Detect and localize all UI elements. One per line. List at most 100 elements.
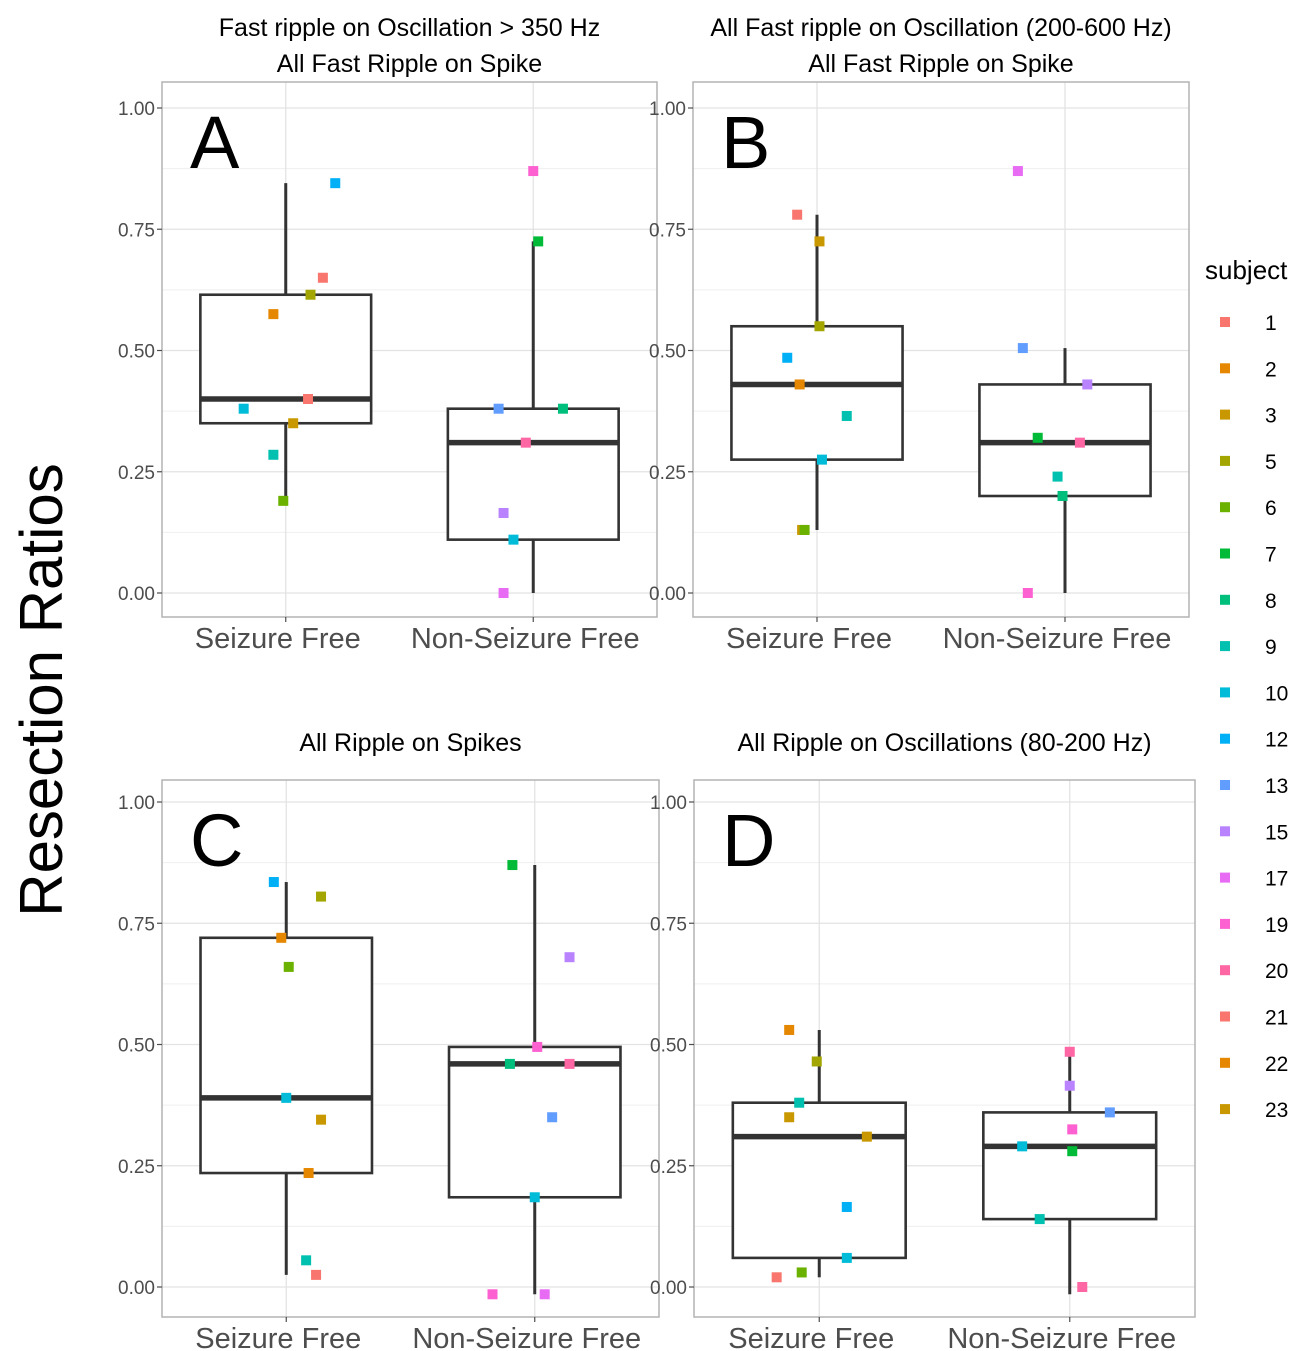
legend-label: 12 (1265, 729, 1288, 752)
legend-label: 23 (1265, 1099, 1288, 1122)
data-point (508, 534, 519, 545)
data-point (792, 209, 803, 220)
data-point (1017, 343, 1028, 354)
legend-label: 5 (1265, 451, 1277, 474)
y-tick-label: 0.50 (118, 342, 155, 363)
legend-swatch (1220, 1011, 1230, 1022)
data-point (276, 932, 287, 943)
data-point (533, 236, 544, 247)
legend-label: 21 (1265, 1007, 1288, 1030)
data-point (1012, 166, 1023, 177)
data-point (288, 418, 299, 429)
panel-letter: C (190, 799, 243, 882)
legend-swatch (1220, 1104, 1230, 1115)
x-tick-label: Seizure Free (728, 1323, 894, 1351)
x-tick-label: Seizure Free (195, 623, 361, 655)
data-point (493, 403, 504, 414)
legend-swatch (1220, 409, 1230, 420)
legend-label: 20 (1265, 960, 1288, 983)
panel-title: All Fast ripple on Oscillation (200-600 … (710, 14, 1171, 42)
data-point (796, 1267, 807, 1278)
data-point (794, 379, 805, 390)
data-point (303, 394, 314, 404)
data-point (238, 403, 249, 414)
y-axis-label: Resection Ratios (8, 463, 75, 917)
data-point (1064, 1046, 1075, 1057)
panel-title: All Fast Ripple on Spike (808, 50, 1073, 78)
data-point (1022, 588, 1033, 598)
data-point (268, 449, 279, 460)
y-tick-label: 0.00 (118, 1278, 155, 1299)
panels: 0.00 0.25 0.50 0.75 1.00 Seizure Free Non-Seiz… (118, 14, 1196, 1351)
data-point (784, 1112, 795, 1123)
data-point (305, 289, 316, 300)
data-point (268, 309, 279, 320)
legend-label: 8 (1265, 590, 1277, 613)
panel-border (692, 81, 1190, 618)
data-point (1082, 379, 1093, 390)
x-tick-label: Seizure Free (726, 623, 892, 655)
legend-swatch (1220, 965, 1230, 976)
box (447, 1045, 622, 1199)
legend-swatch (1220, 826, 1230, 837)
y-tick-label: 0.25 (118, 1157, 155, 1178)
data-point (1104, 1107, 1115, 1118)
x-tick-label: Non-Seizure Free (411, 623, 640, 655)
panel-d: 0.00 0.25 0.50 0.75 1.00 Seizure Free Non-Seiz… (650, 729, 1196, 1351)
panel-title: All Fast Ripple on Spike (277, 50, 542, 78)
legend-swatch (1220, 872, 1230, 883)
data-point (330, 178, 341, 189)
legend-swatch (1220, 502, 1230, 513)
data-point (1057, 491, 1068, 501)
data-point (1067, 1146, 1078, 1157)
data-point (283, 961, 294, 972)
panel-b: 0.00 0.25 0.50 0.75 1.00 Seizure Free Non-Seiz… (649, 14, 1190, 655)
data-point (532, 1041, 543, 1052)
data-point (539, 1289, 550, 1300)
panel-c: 0.00 0.25 0.50 0.75 1.00 Seizure Free Non-Seiz… (118, 729, 660, 1351)
legend-label: 13 (1265, 775, 1288, 798)
data-point (814, 321, 825, 332)
data-point (316, 891, 327, 902)
legend-swatch (1220, 363, 1230, 374)
panel-letter: A (190, 101, 240, 184)
y-tick-label: 0.75 (118, 914, 155, 935)
data-point (504, 1058, 515, 1069)
y-tick-label: 1.00 (650, 793, 687, 814)
data-point (316, 1114, 327, 1125)
legend-swatch (1220, 780, 1230, 790)
data-point (317, 272, 328, 283)
data-point (301, 1255, 312, 1266)
x-tick-label: Non-Seizure Free (943, 623, 1172, 655)
data-point (841, 1201, 852, 1212)
panel-border (161, 81, 658, 618)
box (446, 407, 620, 541)
legend-label: 9 (1265, 636, 1277, 659)
data-point (841, 1252, 852, 1263)
x-tick-label: Seizure Free (195, 1323, 361, 1351)
legend-label: 19 (1265, 914, 1288, 937)
y-tick-label: 1.00 (649, 99, 686, 120)
x-tick-label: Non-Seizure Free (947, 1323, 1176, 1351)
legend-label: 22 (1265, 1053, 1288, 1076)
data-point (1052, 471, 1063, 482)
data-point (547, 1112, 558, 1123)
panel-border (693, 779, 1196, 1318)
panel-title: Fast ripple on Oscillation > 350 Hz (219, 14, 600, 42)
legend-label: 10 (1265, 682, 1288, 705)
data-point (861, 1131, 872, 1142)
y-tick-label: 0.75 (118, 220, 155, 241)
y-tick-label: 0.00 (649, 584, 686, 605)
y-tick-label: 0.50 (118, 1036, 155, 1057)
box (199, 936, 374, 1175)
data-point (281, 1092, 292, 1103)
data-point (311, 1269, 322, 1280)
legend-swatch (1220, 918, 1230, 929)
data-point (487, 1289, 498, 1300)
data-point (814, 236, 825, 247)
data-point (557, 403, 568, 414)
data-point (268, 877, 279, 888)
legend-label: 15 (1265, 821, 1288, 844)
data-point (1064, 1080, 1075, 1091)
